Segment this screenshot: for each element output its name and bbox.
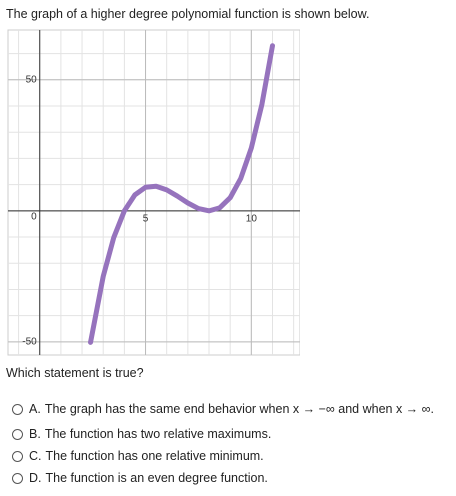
ask: Which statement is true? xyxy=(6,366,144,380)
option-text: The function has one relative minimum. xyxy=(45,449,264,463)
option-letter: D. xyxy=(29,471,42,485)
option-letter: A. xyxy=(29,402,41,416)
option[interactable]: B. The function has two relative maximums… xyxy=(12,427,271,441)
y-tick-label: 0 xyxy=(31,211,37,222)
y-tick-label: -50 xyxy=(22,337,37,348)
option[interactable]: D. The function is an even degree functio… xyxy=(12,471,268,485)
curve xyxy=(88,43,275,345)
x-tick-label: 5 xyxy=(143,213,149,224)
plot-border xyxy=(7,29,300,356)
radio[interactable] xyxy=(12,450,23,462)
x-tick-label: 10 xyxy=(246,213,258,224)
radio[interactable] xyxy=(12,403,23,415)
option-letter: C. xyxy=(29,449,42,463)
option[interactable]: A. The graph has the same end behavior wh… xyxy=(12,402,434,416)
graph: 5 10 -50 0 50 xyxy=(7,29,300,356)
option-letter: B. xyxy=(29,427,41,441)
radio[interactable] xyxy=(12,428,23,440)
option-text: The function has two relative maximums. xyxy=(44,427,272,441)
radio[interactable] xyxy=(12,472,23,484)
option[interactable]: C. The function has one relative minimum. xyxy=(12,449,264,463)
prompt: The graph of a higher degree polynomial … xyxy=(6,7,370,21)
option-text: The graph has the same end behavior when… xyxy=(44,402,435,416)
option-text: The function is an even degree function. xyxy=(45,471,268,485)
y-tick-label: 50 xyxy=(26,74,38,85)
